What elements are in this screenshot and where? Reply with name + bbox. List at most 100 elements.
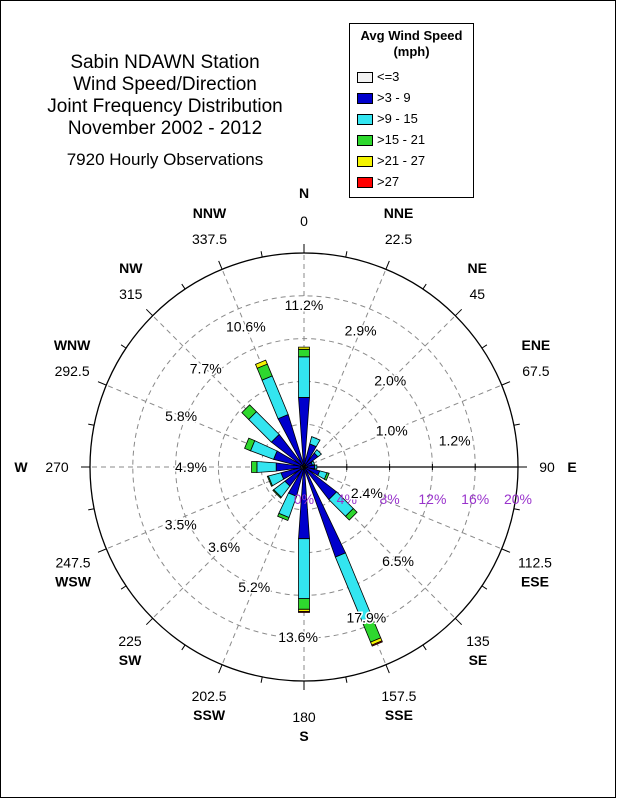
direction-degree-label: 0	[300, 213, 308, 229]
legend-label: >9 - 15	[377, 111, 418, 126]
title-line-4: November 2002 - 2012	[67, 118, 263, 139]
petal-segment-s	[298, 611, 310, 613]
angle-tick	[385, 260, 390, 270]
direction-name-label: ESE	[521, 574, 549, 590]
petal-segment-w	[251, 461, 258, 473]
petal-segment-ene	[310, 460, 316, 466]
direction-percent-label: 5.2%	[238, 579, 270, 595]
legend-label: >15 - 21	[377, 132, 426, 147]
direction-degree-label: 90	[539, 459, 555, 475]
direction-name-label: WNW	[54, 337, 91, 353]
direction-name-label: W	[14, 459, 28, 475]
angle-tick	[120, 344, 127, 349]
angle-tick	[481, 585, 488, 590]
angle-tick	[218, 260, 223, 270]
direction-degree-label: 157.5	[381, 688, 416, 704]
petal-segment-nw	[248, 411, 280, 443]
petal-segment-ne	[313, 448, 323, 458]
petal-segment-nnw	[261, 375, 289, 420]
petal-segment-w	[256, 461, 277, 473]
angle-tick	[88, 423, 95, 426]
direction-degree-label: 292.5	[55, 363, 90, 379]
legend-swatch	[357, 114, 373, 126]
radial-tick-label: 8%	[379, 491, 399, 507]
angle-tick	[513, 423, 520, 426]
petal-segment-nne	[309, 436, 321, 448]
direction-degree-label: 67.5	[522, 363, 549, 379]
angle-tick	[345, 251, 348, 258]
direction-name-label: NW	[119, 260, 143, 276]
angle-tick	[422, 283, 427, 290]
legend-swatch	[357, 156, 373, 168]
direction-name-label: SSE	[385, 707, 413, 723]
legend-title-line-2: (mph)	[393, 44, 430, 59]
grid-spoke	[303, 315, 456, 468]
direction-percent-label: 1.0%	[376, 423, 408, 439]
title-line-1: Sabin NDAWN Station	[70, 52, 260, 73]
direction-degree-label: 247.5	[56, 555, 91, 571]
radial-tick-label: 0%	[294, 491, 314, 507]
direction-degree-label: 315	[119, 286, 143, 302]
direction-percent-label: 2.0%	[374, 373, 406, 389]
direction-percent-label: 3.5%	[165, 516, 197, 532]
legend-item: >15 - 21	[357, 132, 425, 147]
angle-tick	[145, 308, 154, 317]
direction-degree-label: 112.5	[518, 555, 552, 571]
petal-segment-sw	[272, 489, 282, 499]
chart-title: Sabin NDAWN Station Wind Speed/Direction…	[45, 52, 285, 140]
petal-segment-s	[298, 538, 310, 600]
radial-tick-label: 12%	[418, 491, 446, 507]
legend-label: >21 - 27	[377, 153, 426, 168]
direction-name-label: ENE	[521, 337, 550, 353]
direction-name-label: SSW	[193, 707, 226, 723]
radial-tick-label: 4%	[337, 491, 357, 507]
title-line-2: Wind Speed/Direction	[73, 74, 257, 95]
direction-degree-label: 135	[466, 633, 490, 649]
legend-swatch	[357, 177, 373, 189]
angle-tick	[422, 644, 427, 651]
direction-percent-label: 5.8%	[165, 408, 197, 424]
angle-tick	[181, 283, 186, 290]
direction-percent-label: 11.2%	[285, 297, 324, 313]
angle-tick	[145, 617, 154, 626]
direction-name-label: N	[299, 185, 309, 201]
direction-degree-label: 270	[45, 459, 69, 475]
petal-segment-s	[298, 598, 310, 610]
direction-percent-label: 2.9%	[345, 322, 377, 338]
legend-item: <=3	[357, 69, 399, 84]
angle-tick	[97, 548, 107, 553]
legend-item: >3 - 9	[357, 90, 411, 105]
angle-tick	[120, 585, 127, 590]
legend-label: >3 - 9	[377, 90, 411, 105]
legend: Avg Wind Speed (mph) <=3 >3 - 9 >9 - 15 …	[349, 23, 474, 198]
angle-tick	[260, 251, 263, 258]
legend-title: Avg Wind Speed (mph)	[350, 28, 473, 60]
direction-degree-label: 22.5	[385, 231, 412, 247]
petal-segment-n	[298, 356, 310, 398]
direction-percent-label: 2.4%	[351, 485, 383, 501]
angle-tick	[218, 664, 223, 674]
angle-tick	[481, 344, 488, 349]
direction-percent-label: 13.6%	[278, 629, 318, 645]
direction-percent-label: 4.9%	[175, 459, 207, 475]
direction-name-label: SE	[469, 652, 488, 668]
legend-swatch	[357, 93, 373, 105]
direction-degree-label: 202.5	[192, 688, 227, 704]
petal-segment-wnw	[244, 437, 256, 452]
direction-percent-label: 3.6%	[208, 539, 240, 555]
direction-name-label: S	[299, 728, 308, 744]
angle-tick	[97, 381, 107, 386]
petal-segment-sse	[371, 640, 383, 647]
direction-name-label: WSW	[55, 574, 92, 590]
angle-tick	[501, 381, 511, 386]
angle-tick	[181, 644, 186, 651]
direction-degree-label: 180	[292, 709, 316, 725]
angle-tick	[454, 308, 463, 317]
angle-tick	[454, 617, 463, 626]
direction-degree-label: 337.5	[192, 231, 227, 247]
direction-percent-label: 6.5%	[382, 553, 414, 569]
angle-tick	[513, 508, 520, 511]
direction-name-label: NNE	[384, 205, 414, 221]
